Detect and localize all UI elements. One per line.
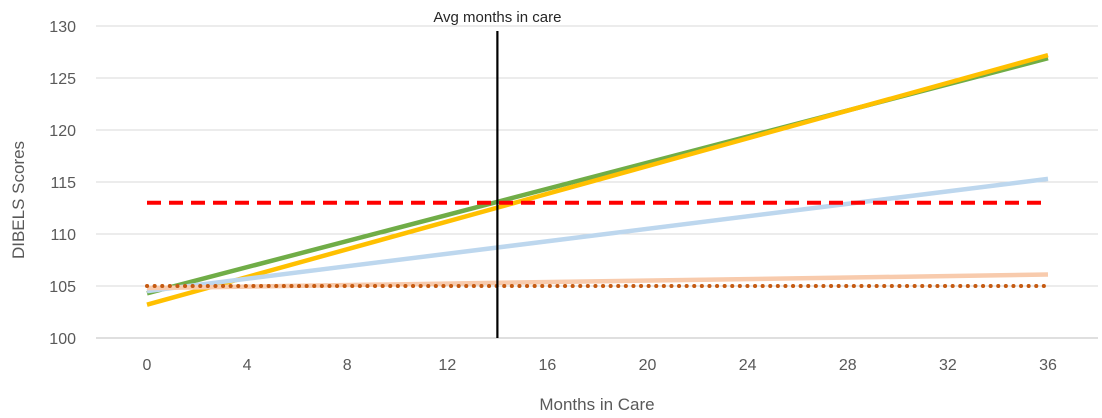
- series-line-3: [146, 176, 1049, 294]
- y-axis-title: DIBELS Scores: [9, 141, 28, 259]
- x-tick-label: 0: [143, 357, 152, 374]
- x-axis-ticks: 0 4 8 12 16 20 24 28 32 36: [143, 357, 1057, 374]
- y-tick-label: 125: [49, 71, 76, 88]
- series-line-2: [146, 52, 1049, 307]
- series-lines: [145, 52, 1050, 307]
- x-tick-label: 16: [539, 357, 557, 374]
- avg-months-label: Avg months in care: [433, 9, 561, 26]
- x-tick-label: 20: [639, 357, 657, 374]
- y-tick-label: 115: [50, 175, 76, 192]
- x-tick-label: 4: [243, 357, 252, 374]
- x-tick-label: 12: [438, 357, 456, 374]
- x-axis-title: Months in Care: [539, 395, 654, 414]
- y-tick-label: 110: [50, 227, 76, 244]
- x-tick-label: 8: [343, 357, 352, 374]
- x-tick-label: 32: [939, 357, 957, 374]
- y-tick-label: 120: [49, 123, 76, 140]
- y-tick-label: 105: [49, 279, 76, 296]
- annotations: Avg months in care: [433, 9, 561, 338]
- y-tick-label: 100: [49, 331, 76, 348]
- y-axis-ticks: 100 105 110 115 120 125 130: [49, 19, 76, 348]
- x-tick-label: 24: [739, 357, 757, 374]
- y-tick-label: 130: [49, 19, 76, 36]
- x-tick-label: 36: [1039, 357, 1057, 374]
- x-tick-label: 28: [839, 357, 857, 374]
